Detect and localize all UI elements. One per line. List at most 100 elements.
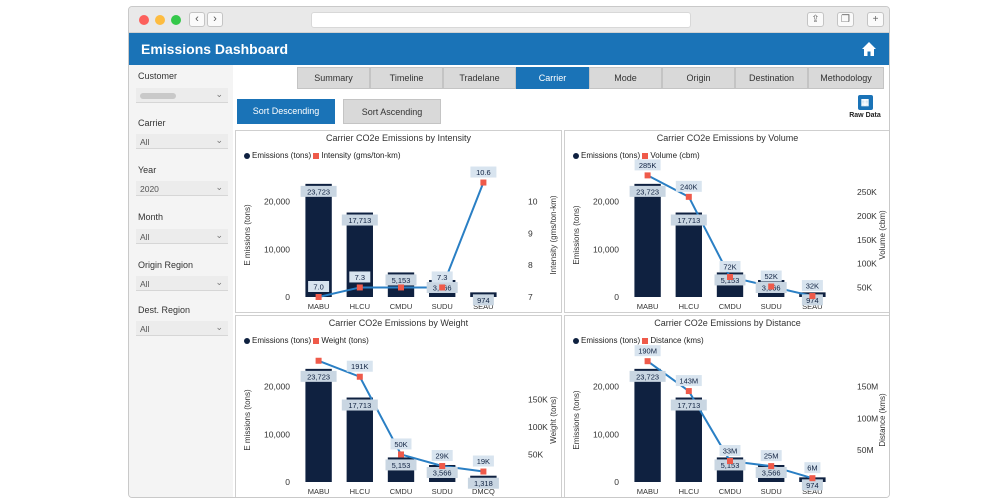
raw-data-button[interactable]: ▦ Raw Data (847, 95, 883, 119)
main-content: Summary Timeline Tradelane Carrier Mode … (233, 65, 889, 497)
x-tick-label: SUDU (761, 487, 782, 496)
minimize-window-button[interactable] (155, 15, 165, 25)
line-data-label: 240K (680, 182, 698, 191)
year-select[interactable]: 2020 ⌄ (136, 181, 228, 196)
legend-distance: Distance (kms) (650, 336, 704, 345)
share-icon[interactable]: ⇪ (807, 12, 824, 27)
x-tick-label: DMCQ (472, 487, 495, 496)
bar-data-label: 3,566 (433, 468, 452, 477)
bar-data-label: 974 (477, 296, 490, 305)
y2-axis-title: Volume (cbm) (878, 210, 887, 260)
app-header: Emissions Dashboard (129, 33, 889, 65)
tab-tradelane[interactable]: Tradelane (443, 67, 516, 89)
bar-data-label: 5,153 (392, 276, 411, 285)
line-data-label: 7.3 (355, 273, 365, 282)
bar-data-label: 974 (806, 296, 819, 305)
dest-region-select[interactable]: All ⌄ (136, 321, 228, 336)
bar-label-bg (385, 274, 417, 286)
line-label-bg (470, 166, 497, 178)
back-icon[interactable]: ‹ (189, 12, 205, 27)
y-axis-title: E missions (tons) (243, 204, 252, 266)
chart-legend: Emissions (tons) Distance (kms) (573, 336, 704, 345)
line-marker (356, 373, 363, 380)
emissions-bar (675, 397, 702, 482)
chart-panel-volume: Carrier CO2e Emissions by Volume Emissio… (564, 130, 889, 313)
close-window-button[interactable] (139, 15, 149, 25)
month-select[interactable]: All ⌄ (136, 229, 228, 244)
legend-intensity: Intensity (gms/ton-km) (321, 151, 401, 160)
y-tick-label: 10,000 (264, 429, 290, 439)
line-marker (685, 193, 692, 200)
bar-label-bg (629, 370, 666, 382)
y2-tick-label: 9 (528, 228, 533, 238)
x-tick-label: MABU (637, 302, 659, 311)
x-tick-label: SEAU (802, 302, 822, 311)
x-tick-label: SUDU (432, 302, 453, 311)
line-data-label: 143M (679, 377, 698, 386)
line-label-bg (675, 375, 702, 387)
line-marker (768, 283, 775, 290)
x-tick-label: HLCU (350, 487, 370, 496)
line-data-label: 191K (351, 362, 369, 371)
chevron-down-icon: ⌄ (215, 182, 223, 192)
line-label-bg (349, 271, 371, 283)
tab-mode[interactable]: Mode (589, 67, 662, 89)
x-tick-label: SUDU (761, 302, 782, 311)
chart-title: Carrier CO2e Emissions by Weight (328, 318, 469, 328)
bar-label-bg (472, 294, 494, 306)
line-label-bg (431, 450, 453, 462)
tab-destination[interactable]: Destination (735, 67, 808, 89)
tab-methodology[interactable]: Methodology (808, 67, 884, 89)
tab-timeline[interactable]: Timeline (370, 67, 443, 89)
bar-data-label: 23,723 (636, 372, 659, 381)
tab-carrier[interactable]: Carrier (516, 67, 589, 89)
address-bar[interactable] (311, 12, 691, 28)
bar-label-bg (801, 294, 823, 306)
line-label-bg (308, 281, 330, 292)
forward-icon[interactable]: › (207, 12, 223, 27)
month-value: All (140, 232, 150, 242)
line-marker (398, 451, 404, 458)
line-label-bg (634, 159, 661, 171)
tab-origin[interactable]: Origin (662, 67, 735, 89)
chart-panel-distance: Carrier CO2e Emissions by Distance Emiss… (564, 315, 889, 497)
y-axis-title: E missions (tons) (243, 389, 252, 451)
sort-descending-button[interactable]: Sort Descending (237, 99, 335, 124)
origin-region-select[interactable]: All ⌄ (136, 276, 228, 291)
x-tick-label: CMDU (719, 302, 742, 311)
x-tick-label: HLCU (679, 302, 699, 311)
line-data-label: 72K (723, 262, 736, 271)
new-tab-icon[interactable]: + (867, 12, 884, 27)
line-data-label: 7.3 (437, 273, 447, 282)
bar-label-bg (629, 185, 666, 197)
y2-tick-label: 50M (857, 445, 874, 455)
y2-tick-label: 50K (528, 449, 543, 459)
line-data-label: 29K (436, 452, 449, 461)
line-data-label: 50K (394, 440, 407, 449)
line-label-bg (472, 455, 494, 467)
line-marker (315, 294, 322, 300)
sort-ascending-button[interactable]: Sort Ascending (343, 99, 441, 124)
customer-select[interactable]: ⌄ (136, 88, 228, 103)
bar-label-bg (300, 370, 337, 382)
chart-legend: Emissions (tons) Weight (tons) (244, 336, 369, 345)
line-label-bg (675, 180, 702, 192)
filter-label-dest-region: Dest. Region (138, 305, 191, 315)
maximize-window-button[interactable] (171, 15, 181, 25)
line-marker (809, 293, 816, 300)
table-icon: ▦ (857, 95, 873, 110)
tabs-icon[interactable]: ❐ (837, 12, 854, 27)
bar-data-label: 5,153 (721, 276, 740, 285)
line-marker (480, 468, 487, 475)
bar-label-bg (467, 477, 499, 489)
chart-volume: 0 10,000 20,000 50K 100K 150K 200K 250K Emission… (572, 159, 887, 311)
y-tick-label: 0 (614, 292, 619, 302)
carrier-select[interactable]: All ⌄ (136, 134, 228, 149)
chart-panel-intensity: Carrier CO2e Emissions by Intensity Emis… (235, 130, 562, 313)
year-value: 2020 (140, 184, 159, 194)
home-icon[interactable] (861, 41, 877, 57)
bar-label-bg (755, 466, 787, 478)
tab-summary[interactable]: Summary (297, 67, 370, 89)
line-data-label: 19K (477, 457, 490, 466)
chart-intensity: 0 10,000 20,000 7 8 9 10 E missions (tons) Inten… (243, 166, 558, 311)
